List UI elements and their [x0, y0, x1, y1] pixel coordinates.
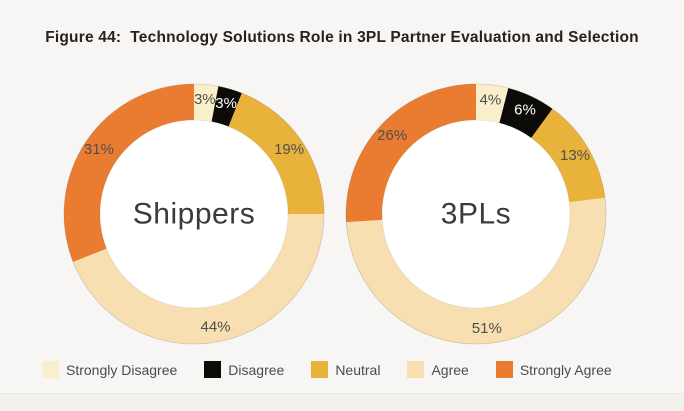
segment-disagree [211, 86, 242, 127]
segment-value-label-agree: 44% [200, 319, 230, 336]
segment-value-label-disagree: 3% [215, 95, 237, 112]
bottom-divider [0, 393, 684, 411]
legend-label: Strongly Agree [519, 361, 612, 378]
segment-strongly-agree [346, 84, 476, 223]
segment-value-label-strongly-agree: 31% [84, 141, 114, 158]
segment-disagree [499, 88, 553, 138]
segment-value-label-strongly-disagree: 4% [480, 91, 502, 108]
segment-value-label-disagree: 6% [514, 101, 536, 118]
figure-title: Figure 44: Technology Solutions Role in … [45, 29, 639, 46]
legend-item-neutral: Neutral [311, 361, 380, 378]
legend-item-strongly-disagree: Strongly Disagree [42, 361, 177, 378]
segment-value-label-strongly-disagree: 3% [194, 91, 216, 108]
legend-label: Disagree [228, 361, 285, 378]
segment-neutral [531, 108, 605, 203]
ring-outline [345, 83, 607, 345]
segment-strongly-agree [63, 84, 195, 262]
donut-hole [100, 120, 288, 308]
legend-swatch-strongly-agree [495, 361, 513, 378]
donut-chart-shippers: 3% 3% 19% 44% 31% Shippers [63, 83, 325, 345]
legend-item-strongly-agree: Strongly Agree [495, 361, 612, 378]
ring-outline [99, 119, 289, 309]
donut-hole [382, 120, 570, 308]
legend-swatch-disagree [204, 361, 222, 378]
legend-swatch-agree [407, 361, 425, 378]
legend-label: Strongly Disagree [66, 361, 178, 378]
segment-value-label-neutral: 13% [560, 147, 590, 164]
legend-item-disagree: Disagree [204, 361, 284, 378]
donut-center-title: Shippers [133, 198, 255, 231]
donut-chart-3pls: 4% 6% 13% 51% 26% 3PLs [345, 83, 607, 345]
legend-item-agree: Agree [407, 361, 469, 378]
legend-label: Agree [431, 361, 469, 378]
segment-agree [73, 214, 325, 345]
segment-strongly-disagree [476, 84, 509, 123]
segment-agree [346, 197, 607, 345]
donut-center-title: 3PLs [441, 198, 511, 231]
segment-value-label-agree: 51% [472, 320, 502, 337]
legend-swatch-strongly-disagree [42, 361, 59, 378]
segment-value-label-neutral: 19% [274, 141, 304, 158]
segment-value-label-strongly-agree: 26% [377, 127, 407, 144]
ring-outline [381, 119, 571, 309]
chart-legend: Strongly Disagree Disagree Neutral Agree Str… [42, 361, 612, 378]
legend-swatch-neutral [311, 361, 329, 378]
ring-outline [63, 83, 325, 345]
legend-label: Neutral [335, 361, 381, 378]
segment-neutral [228, 93, 324, 214]
segment-strongly-disagree [194, 84, 219, 122]
